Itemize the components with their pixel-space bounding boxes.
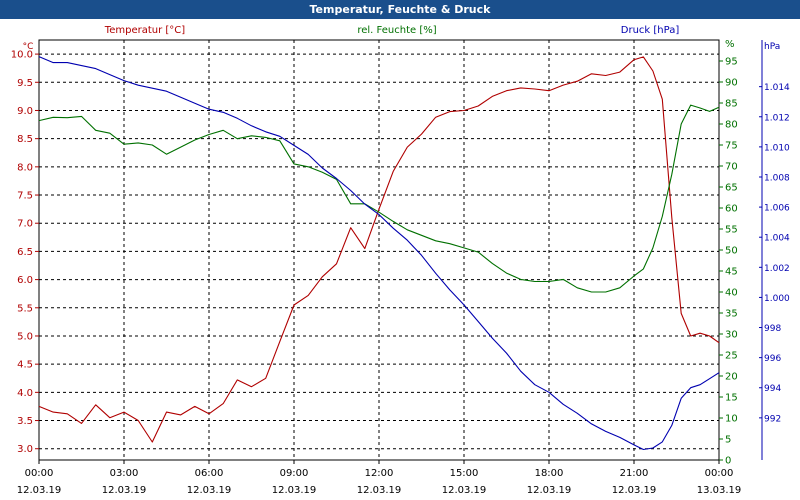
x-tick-date: 13.03.19 [697, 485, 742, 496]
pressure-tick-label: 994 [764, 384, 781, 394]
grid-lines [39, 40, 719, 460]
x-tick-time: 18:00 [535, 468, 564, 479]
pressure-tick-label: 1.014 [764, 83, 790, 93]
pressure-tick-label: 1.010 [764, 143, 790, 153]
x-tick-date: 12.03.19 [612, 485, 657, 496]
temperature-tick-label: 7.0 [17, 219, 33, 230]
temperature-tick-label: 3.0 [17, 444, 33, 455]
humidity-tick-label: 45 [725, 267, 738, 278]
temperature-tick-label: 5.0 [17, 331, 33, 342]
pressure-axis-title: Druck [hPa] [621, 25, 680, 36]
humidity-tick-label: 95 [725, 57, 738, 68]
x-tick-date: 12.03.19 [272, 485, 317, 496]
pressure-tick-label: 1.012 [764, 113, 790, 123]
x-tick-time: 00:00 [25, 468, 54, 479]
temperature-tick-label: 6.0 [17, 275, 33, 286]
pressure-tick-label: 992 [764, 414, 781, 424]
plot-frame [38, 39, 763, 461]
humidity-tick-label: 50 [725, 246, 738, 257]
humidity-tick-label: 75 [725, 141, 738, 152]
pressure-tick-label: 1.000 [764, 294, 790, 304]
humidity-axis-title: rel. Feuchte [%] [357, 25, 436, 36]
humidity-tick-label: 15 [725, 393, 738, 404]
x-tick-date: 12.03.19 [527, 485, 572, 496]
x-tick-time: 03:00 [110, 468, 139, 479]
humidity-tick-label: 35 [725, 309, 738, 320]
temperature-tick-label: 8.5 [17, 134, 33, 145]
pressure-tick-label: 1.006 [764, 204, 790, 214]
x-tick-time: 09:00 [280, 468, 309, 479]
x-tick-time: 21:00 [620, 468, 649, 479]
pressure-tick-label: 996 [764, 354, 781, 364]
pressure-tick-label: 1.004 [764, 234, 790, 244]
series-line-pressure [38, 56, 720, 451]
temperature-tick-label: 9.0 [17, 106, 33, 117]
temperature-tick-label: 8.0 [17, 162, 33, 173]
pressure-unit: hPa [764, 42, 780, 52]
humidity-tick-label: 80 [725, 120, 738, 131]
pressure-tick-label: 998 [764, 324, 781, 334]
chart-title: Temperatur, Feuchte & Druck [0, 0, 800, 19]
temperature-tick-label: 5.5 [17, 303, 33, 314]
humidity-tick-label: 20 [725, 372, 738, 383]
temperature-tick-label: 6.5 [17, 247, 33, 258]
x-tick-date: 12.03.19 [102, 485, 147, 496]
x-tick-date: 12.03.19 [187, 485, 232, 496]
humidity-tick-label: 85 [725, 99, 738, 110]
axes-labels: 3.0 3.5 4.0 4.5 5.0 5.5 6.0 6.5 7.0 7.5 8.0 8.5 9.0 9… [11, 25, 790, 496]
x-tick-time: 00:00 [705, 468, 734, 479]
temperature-tick-label: 3.5 [17, 416, 33, 427]
humidity-tick-label: 10 [725, 414, 738, 425]
temperature-unit: °C [23, 42, 34, 52]
temperature-tick-label: 7.5 [17, 191, 33, 202]
pressure-tick-label: 1.002 [764, 264, 790, 274]
humidity-tick-label: 70 [725, 162, 738, 173]
pressure-tick-label: 1.008 [764, 173, 790, 183]
humidity-tick-label: 65 [725, 183, 738, 194]
temperature-tick-label: 9.5 [17, 78, 33, 89]
humidity-tick-label: 60 [725, 204, 738, 215]
x-tick-time: 12:00 [365, 468, 394, 479]
temperature-tick-label: 10.0 [11, 50, 33, 61]
humidity-tick-label: 55 [725, 225, 738, 236]
series-lines [38, 56, 720, 451]
temperature-axis-title: Temperatur [°C] [104, 25, 185, 36]
humidity-tick-label: 5 [725, 435, 731, 446]
humidity-unit: % [725, 39, 735, 50]
temperature-tick-label: 4.0 [17, 388, 33, 399]
temperature-tick-label: 4.5 [17, 360, 33, 371]
humidity-tick-label: 30 [725, 330, 738, 341]
x-tick-date: 12.03.19 [442, 485, 487, 496]
humidity-tick-label: 90 [725, 78, 738, 89]
humidity-tick-label: 40 [725, 288, 738, 299]
humidity-tick-label: 0 [725, 456, 731, 467]
series-line-temperature [38, 56, 720, 443]
x-tick-time: 15:00 [450, 468, 479, 479]
x-tick-time: 06:00 [195, 468, 224, 479]
series-line-humidity [38, 104, 720, 293]
humidity-tick-label: 25 [725, 351, 738, 362]
x-tick-date: 12.03.19 [17, 485, 62, 496]
x-tick-date: 12.03.19 [357, 485, 402, 496]
